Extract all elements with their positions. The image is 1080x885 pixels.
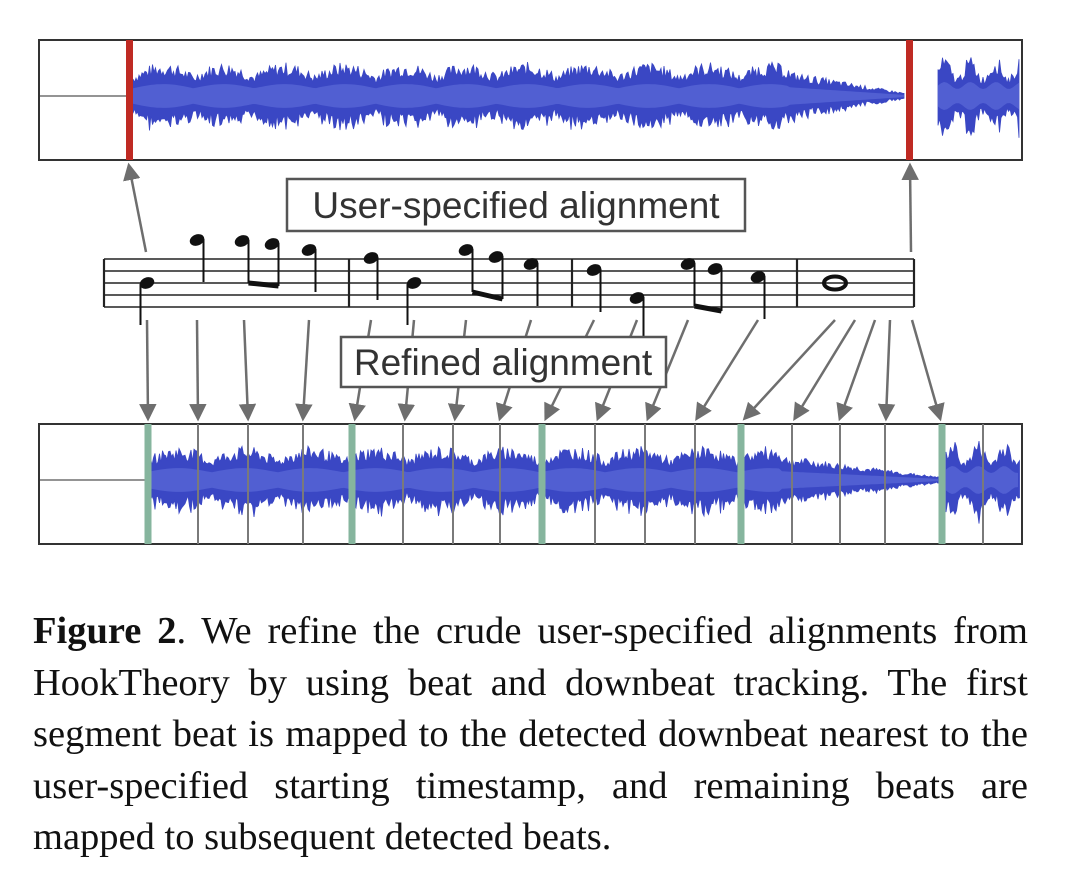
top-wave-core-1 <box>938 82 1019 110</box>
beat-arrow <box>645 319 690 422</box>
note-head <box>189 234 205 246</box>
note-head <box>458 244 474 256</box>
beat-arrow <box>836 319 877 422</box>
beat-arrow <box>910 319 945 422</box>
beat-arrow <box>189 319 207 422</box>
note-head <box>301 244 317 256</box>
detected-beat-lines <box>144 424 984 544</box>
beat-arrow <box>139 319 157 422</box>
arrow-to-user-end <box>901 162 919 253</box>
user-callout-box <box>285 177 747 233</box>
note-head <box>586 264 602 276</box>
beat-arrow <box>238 319 257 422</box>
note-head <box>523 258 539 270</box>
note-head <box>406 277 422 289</box>
alignment-figure: User-specified alignment Refined alignme… <box>38 39 1023 545</box>
note-head <box>707 263 723 275</box>
caption-label: Figure 2 <box>33 610 177 652</box>
note-head <box>488 251 504 263</box>
top-wave-core-0 <box>133 84 904 108</box>
note-beam <box>694 303 722 314</box>
user-marker-end <box>906 40 913 160</box>
refined-callout: Refined alignment <box>339 335 668 389</box>
note-head <box>234 235 250 247</box>
note-head <box>750 271 766 283</box>
arrow-to-user-start <box>123 162 148 253</box>
beat-arrow <box>742 319 836 421</box>
figure-caption: Figure 2. We refine the crude user-speci… <box>33 606 1028 864</box>
beat-arrow <box>295 319 313 422</box>
bottom-waveform-panel <box>38 423 1023 545</box>
refined-callout-label: Refined alignment <box>354 342 653 383</box>
beat-arrow <box>793 319 857 421</box>
user-callout-label: User-specified alignment <box>312 185 720 226</box>
top-waveform <box>132 57 1020 138</box>
top-waveform-panel <box>38 39 1023 161</box>
user-alignment-arrows <box>123 162 919 253</box>
note-head <box>264 238 280 250</box>
user-marker-start <box>126 40 133 160</box>
refined-callout-box <box>339 335 668 389</box>
note-head <box>139 277 155 289</box>
note-beam <box>248 280 279 289</box>
note-beam <box>471 289 504 302</box>
music-score <box>102 234 916 340</box>
user-specified-callout: User-specified alignment <box>285 177 747 233</box>
whole-note <box>822 274 848 292</box>
note-head <box>363 252 379 264</box>
note-head <box>680 258 696 270</box>
note-head <box>629 292 645 304</box>
beat-arrow <box>877 319 896 422</box>
refined-alignment-arrows <box>139 319 945 422</box>
caption-text: . We refine the crude user-specified ali… <box>33 610 1028 858</box>
beat-arrow <box>695 319 760 421</box>
